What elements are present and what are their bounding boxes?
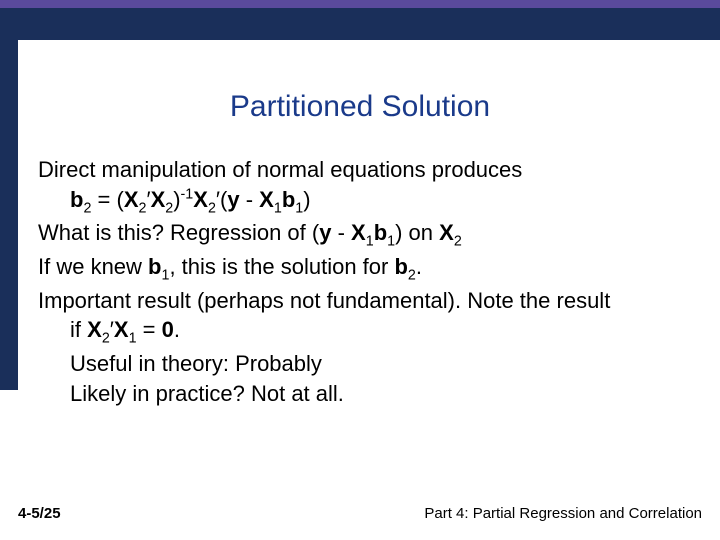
header-purple-bar (0, 0, 720, 40)
slide-body: Direct manipulation of normal equations … (38, 155, 690, 409)
body-line-7: Useful in theory: Probably (38, 349, 690, 379)
header-navy-bar (0, 8, 720, 40)
body-line-5: Important result (perhaps not fundamenta… (38, 286, 690, 316)
body-line-3: What is this? Regression of (y - X1b1) o… (38, 218, 690, 252)
footer-section-label: Part 4: Partial Regression and Correlati… (424, 505, 702, 522)
body-line-8: Likely in practice? Not at all. (38, 379, 690, 409)
body-line-1: Direct manipulation of normal equations … (38, 155, 690, 185)
body-line-6: if X2′X1 = 0. (38, 315, 690, 349)
body-line-4: If we knew b1, this is the solution for … (38, 252, 690, 286)
footer-page-number: 4-5/25 (18, 505, 61, 522)
body-line-equation: b2 = (X2′X2)-1X2′(y - X1b1) (38, 185, 690, 219)
slide-title: Partitioned Solution (0, 90, 720, 124)
